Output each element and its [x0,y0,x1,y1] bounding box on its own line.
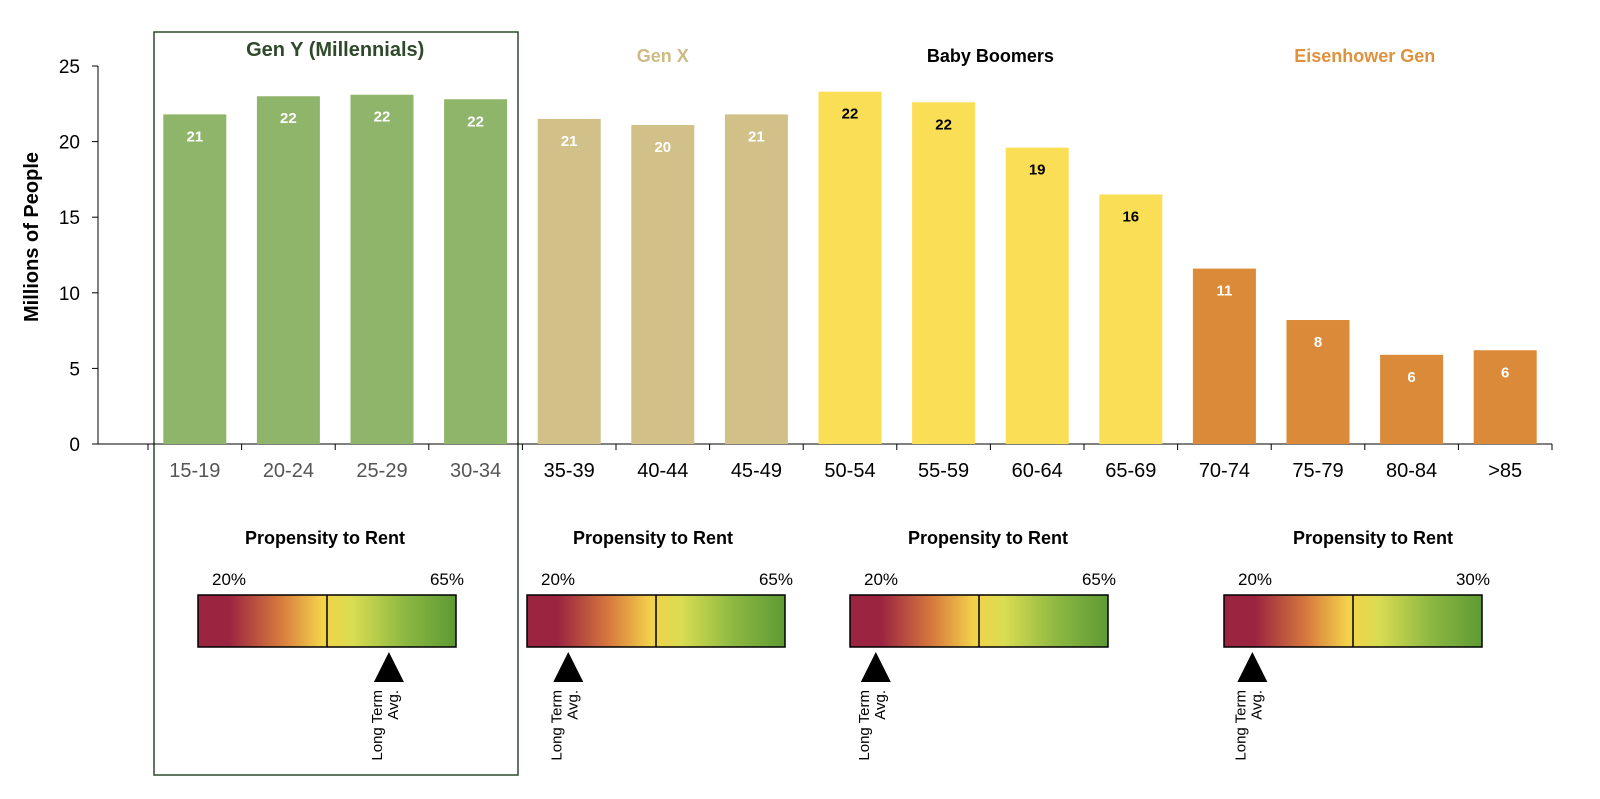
bar [818,91,882,444]
data-label: 6 [1407,369,1415,386]
x-tick-label: 55-59 [918,460,969,482]
bars: 21 22 22 22 21 20 21 22 22 19 16 11 8 6 6 [163,91,1537,445]
x-tick-label: 15-19 [169,460,220,482]
long-term-avg-marker [1237,652,1268,682]
propensity-panel: Propensity to Rent 20% 30% Long Term Avg. [1223,528,1490,761]
long-term-avg-label-2: Avg. [564,690,581,720]
generation-title: Baby Boomers [927,46,1054,66]
bar [912,102,976,445]
x-tick-label: 50-54 [824,460,875,482]
propensity-max-label: 30% [1456,570,1490,589]
data-label: 21 [186,128,203,145]
propensity-max-label: 65% [1082,570,1116,589]
long-term-avg-marker [860,652,891,682]
bar [163,114,227,444]
data-label: 20 [654,139,671,156]
data-label: 22 [280,110,297,127]
y-tick-label: 0 [69,435,80,456]
data-label: 22 [374,109,391,126]
propensity-min-label: 20% [541,570,575,589]
y-axis-title: Millions of People [21,152,43,322]
x-tick-label: 25-29 [356,460,407,482]
y-tick-label: 15 [59,208,80,229]
millennials-highlight-box [153,31,519,776]
x-tick-label: 70-74 [1199,460,1250,482]
data-label: 11 [1216,283,1232,300]
bar [631,124,695,444]
long-term-avg-marker [553,652,584,682]
data-label: 22 [935,116,952,133]
generation-title: Eisenhower Gen [1294,46,1435,66]
long-term-avg-label-2: Avg. [872,690,889,720]
long-term-avg-label-2: Avg. [1248,690,1265,720]
propensity-panel: Propensity to Rent 20% 65% Long Term Avg. [526,528,793,761]
long-term-avg-label: Long Term [1232,690,1249,761]
propensity-title: Propensity to Rent [573,528,733,548]
bar [1380,354,1444,444]
propensity-title: Propensity to Rent [245,528,405,548]
generation-title: Gen Y (Millennials) [246,39,424,61]
bar [1286,320,1350,444]
propensity-max-label: 65% [430,570,464,589]
x-tick-label: 60-64 [1012,460,1063,482]
generation-titles: Gen Y (Millennials) Gen X Baby Boomers Eise… [246,39,1435,66]
data-label: 6 [1501,364,1509,381]
x-tick-label: 80-84 [1386,460,1437,482]
bar [256,96,320,445]
data-label: 21 [561,133,578,150]
data-label: 21 [748,128,765,145]
x-axis: 15-19 20-24 25-29 30-34 35-39 40-44 45-49 50-54… [98,443,1553,482]
long-term-avg-label-2: Avg. [385,690,402,720]
y-tick-label: 5 [69,359,80,380]
propensity-panel: Propensity to Rent 20% 65% Long Term Avg. [197,528,464,761]
x-tick-label: 45-49 [731,460,782,482]
bar [1473,350,1537,444]
x-tick-label: >85 [1488,460,1522,482]
x-tick-label: 75-79 [1292,460,1343,482]
bar [724,114,788,444]
data-label: 19 [1029,162,1046,179]
propensity-title: Propensity to Rent [1293,528,1453,548]
x-tick-label: 40-44 [637,460,688,482]
bar [444,99,508,444]
generation-title: Gen X [637,46,689,66]
propensity-min-label: 20% [864,570,898,589]
y-axis: 0 5 10 15 20 25 [59,57,99,456]
bar [1005,147,1069,444]
y-tick-label: 25 [59,57,80,78]
x-tick-label: 65-69 [1105,460,1156,482]
propensity-max-label: 65% [759,570,793,589]
bar [1192,268,1256,444]
long-term-avg-marker [373,652,404,682]
long-term-avg-label: Long Term [856,690,873,761]
propensity-min-label: 20% [212,570,246,589]
x-tick-label: 35-39 [544,460,595,482]
data-label: 22 [467,113,484,130]
propensity-min-label: 20% [1238,570,1272,589]
bar [1099,194,1163,444]
data-label: 8 [1314,334,1322,351]
propensity-panel: Propensity to Rent 20% 65% Long Term Avg. [849,528,1116,761]
data-label: 16 [1122,209,1139,226]
long-term-avg-label: Long Term [369,690,386,761]
x-tick-label: 30-34 [450,460,501,482]
y-tick-label: 20 [59,133,80,154]
long-term-avg-label: Long Term [548,690,565,761]
propensity-title: Propensity to Rent [908,528,1068,548]
bar [537,118,601,445]
data-label: 22 [842,106,859,123]
bar [350,94,414,444]
x-tick-label: 20-24 [263,460,314,482]
y-tick-label: 10 [59,284,80,305]
